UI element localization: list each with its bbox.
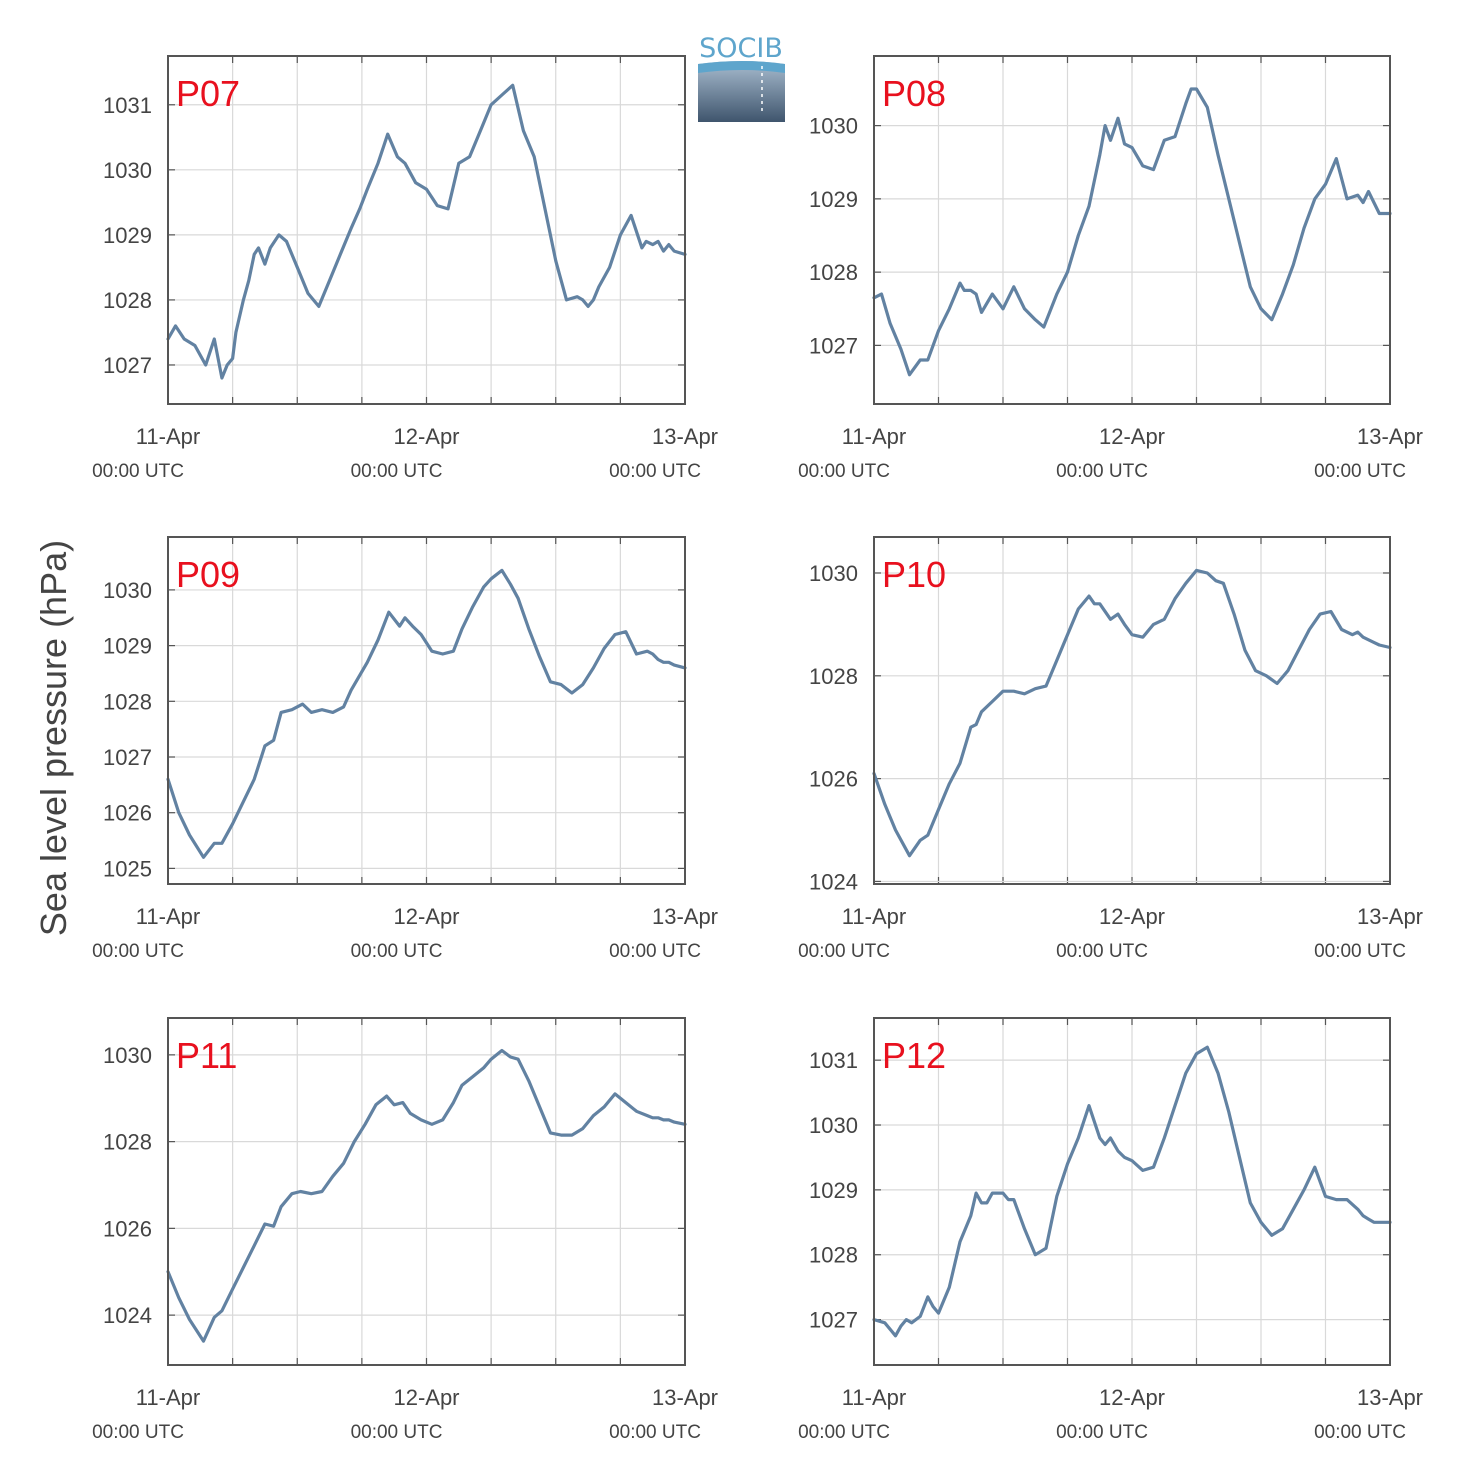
x-tick-date-label: 13-Apr (1357, 904, 1423, 929)
x-tick-date-label: 12-Apr (393, 904, 459, 929)
logo-wave-icon (698, 61, 785, 122)
series-line-p10 (872, 568, 1392, 858)
panel-p09: 1025 1026 1027 1028 1029 1030 11-Apr 00:00 UTC 1… (92, 536, 718, 962)
plot-frame (167, 55, 686, 405)
x-tick-date-label: 12-Apr (393, 424, 459, 449)
series-line-p11 (166, 1048, 687, 1343)
station-label: P12 (882, 1035, 946, 1076)
panels: 1027 1028 1029 1030 1031 11-Apr 00:00 UTC 12-Ap… (92, 55, 1423, 1443)
x-tick-date-label: 11-Apr (136, 904, 200, 929)
series-line-p12 (872, 1045, 1392, 1338)
station-label: P08 (882, 73, 946, 114)
y-tick-label: 1027 (809, 333, 858, 358)
x-tick-time-label: 00:00 UTC (798, 461, 890, 482)
x-tick-date-label: 12-Apr (393, 1385, 459, 1410)
station-label: P11 (176, 1035, 237, 1076)
y-tick-label: 1028 (809, 1243, 858, 1268)
panel-p08: 1027 1028 1029 1030 11-Apr 00:00 UTC 12-Apr 00:… (798, 55, 1423, 482)
station-label: P09 (176, 554, 240, 595)
panel-p12: 1027 1028 1029 1030 1031 11-Apr 00:00 UTC 12-Ap… (798, 1017, 1423, 1443)
x-tick-time-label: 00:00 UTC (609, 941, 701, 962)
station-label: P07 (176, 73, 240, 114)
x-tick-date-label: 11-Apr (136, 1385, 200, 1410)
x-tick-time-label: 00:00 UTC (351, 461, 443, 482)
x-tick-date-label: 11-Apr (136, 424, 200, 449)
y-tick-label: 1031 (103, 93, 152, 118)
x-tick-time-label: 00:00 UTC (351, 941, 443, 962)
panel-p07: 1027 1028 1029 1030 1031 11-Apr 00:00 UTC 12-Ap… (92, 55, 718, 482)
y-tick-label: 1030 (103, 1043, 152, 1068)
x-tick-time-label: 00:00 UTC (1314, 461, 1406, 482)
y-tick-label: 1028 (809, 664, 858, 689)
x-tick-time-label: 00:00 UTC (798, 941, 890, 962)
y-tick-label: 1029 (809, 1178, 858, 1203)
y-tick-label: 1027 (809, 1308, 858, 1333)
panel-p11: 1024 1026 1028 1030 11-Apr 00:00 UTC 12-Apr 00:… (92, 1017, 718, 1443)
x-tick-date-label: 12-Apr (1099, 1385, 1165, 1410)
series-line-p08 (872, 87, 1392, 377)
x-tick-time-label: 00:00 UTC (1314, 1422, 1406, 1443)
x-tick-time-label: 00:00 UTC (1056, 1422, 1148, 1443)
y-tick-label: 1030 (103, 578, 152, 603)
x-tick-time-label: 00:00 UTC (1056, 461, 1148, 482)
y-tick-label: 1028 (103, 689, 152, 714)
plot-frame (873, 55, 1391, 405)
y-tick-label: 1026 (103, 801, 152, 826)
y-tick-label: 1028 (103, 288, 152, 313)
x-tick-date-label: 13-Apr (652, 1385, 718, 1410)
plot-frame (873, 1017, 1391, 1366)
logo-sea-band (698, 61, 785, 73)
x-tick-time-label: 00:00 UTC (92, 1422, 184, 1443)
y-tick-label: 1030 (809, 561, 858, 586)
x-tick-time-label: 00:00 UTC (92, 941, 184, 962)
y-tick-label: 1027 (103, 353, 152, 378)
x-tick-date-label: 11-Apr (842, 904, 906, 929)
plot-frame (167, 536, 686, 885)
y-tick-label: 1029 (809, 187, 858, 212)
y-tick-label: 1026 (809, 767, 858, 792)
y-tick-label: 1024 (809, 869, 858, 894)
plot-frame (167, 1017, 686, 1366)
y-tick-label: 1027 (103, 745, 152, 770)
x-tick-time-label: 00:00 UTC (92, 461, 184, 482)
y-tick-label: 1026 (103, 1216, 152, 1241)
series-line-p09 (166, 568, 687, 859)
y-tick-label: 1029 (103, 634, 152, 659)
y-tick-label: 1028 (103, 1130, 152, 1155)
panel-p10: 1024 1026 1028 1030 11-Apr 00:00 UTC 12-Apr 00:… (798, 536, 1423, 962)
x-tick-time-label: 00:00 UTC (609, 1422, 701, 1443)
y-tick-label: 1030 (103, 158, 152, 183)
x-tick-time-label: 00:00 UTC (1314, 941, 1406, 962)
y-tick-label: 1031 (809, 1048, 858, 1073)
x-tick-date-label: 11-Apr (842, 1385, 906, 1410)
logo-text: SOCIB (699, 33, 783, 64)
y-tick-label: 1030 (809, 1113, 858, 1138)
plot-frame (873, 536, 1391, 885)
x-tick-time-label: 00:00 UTC (798, 1422, 890, 1443)
series-line-p07 (166, 83, 687, 380)
x-tick-date-label: 13-Apr (1357, 424, 1423, 449)
station-label: P10 (882, 554, 946, 595)
y-tick-label: 1024 (103, 1303, 152, 1328)
x-tick-date-label: 13-Apr (652, 424, 718, 449)
x-tick-date-label: 13-Apr (652, 904, 718, 929)
x-tick-time-label: 00:00 UTC (1056, 941, 1148, 962)
x-tick-date-label: 12-Apr (1099, 424, 1165, 449)
x-tick-date-label: 11-Apr (842, 424, 906, 449)
x-tick-time-label: 00:00 UTC (351, 1422, 443, 1443)
y-tick-label: 1030 (809, 114, 858, 139)
x-tick-time-label: 00:00 UTC (609, 461, 701, 482)
socib-logo: SOCIB (698, 33, 785, 122)
y-tick-label: 1025 (103, 856, 152, 881)
y-axis-label: Sea level pressure (hPa) (33, 540, 74, 936)
y-tick-label: 1029 (103, 223, 152, 248)
x-tick-date-label: 12-Apr (1099, 904, 1165, 929)
x-tick-date-label: 13-Apr (1357, 1385, 1423, 1410)
y-tick-label: 1028 (809, 260, 858, 285)
